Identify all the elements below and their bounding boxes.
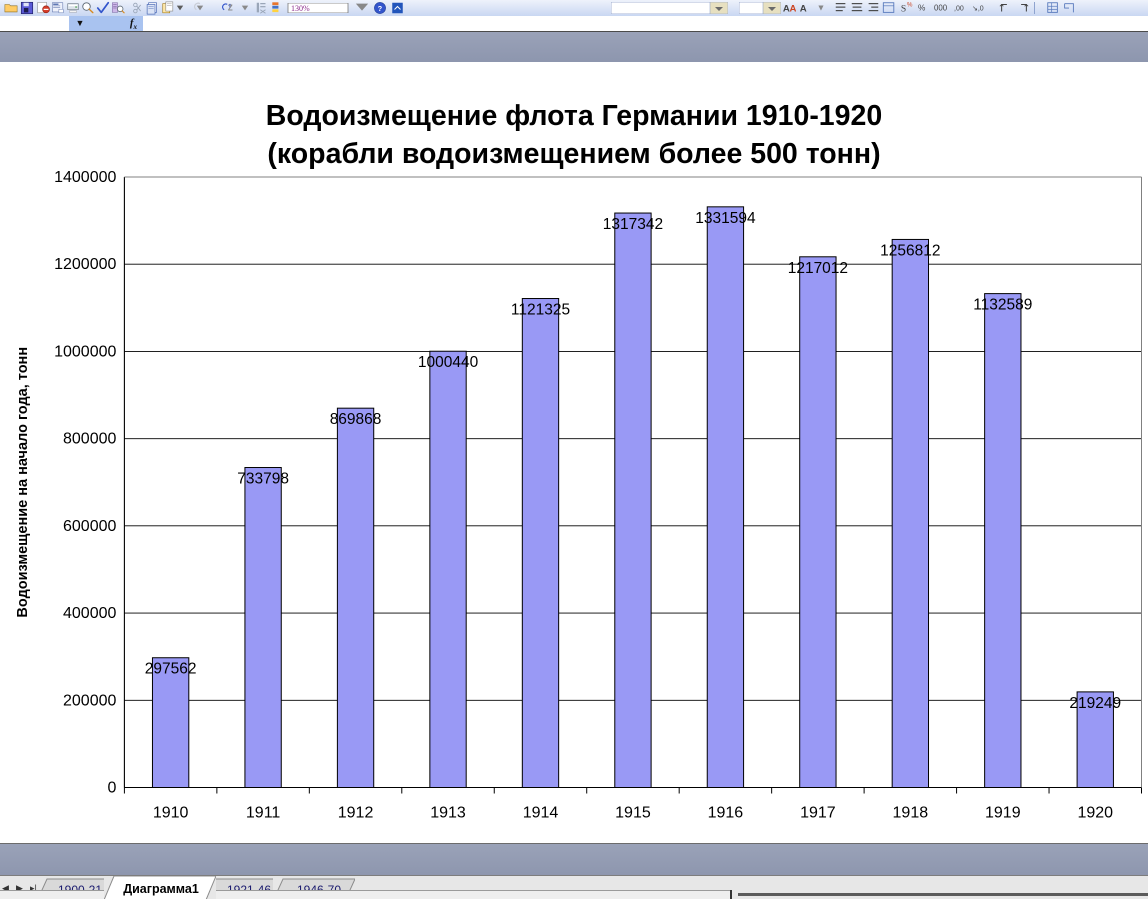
svg-text:800000: 800000 [63,431,116,448]
svg-text:A: A [789,4,796,15]
svg-text:1913: 1913 [430,805,466,822]
svg-text:219249: 219249 [1069,695,1121,712]
svg-text:▼: ▼ [817,3,826,13]
svg-text:,00: ,00 [954,6,964,13]
svg-text:1910: 1910 [153,805,189,822]
svg-text:?: ? [378,4,383,13]
svg-text:1200000: 1200000 [54,256,116,273]
svg-text:Z: Z [228,4,233,13]
svg-text:130%: 130% [291,4,310,13]
svg-text:%: % [918,3,926,13]
svg-text:1000440: 1000440 [418,354,479,371]
svg-text:1317342: 1317342 [603,216,663,233]
svg-text:↘,0: ↘,0 [972,6,984,13]
svg-text:0: 0 [107,780,116,797]
svg-text:1132589: 1132589 [973,297,1032,314]
svg-text:1917: 1917 [800,805,836,822]
svg-text:1331594: 1331594 [695,210,756,227]
svg-text:1918: 1918 [893,805,929,822]
svg-text:000: 000 [934,4,948,13]
svg-text:1919: 1919 [985,805,1021,822]
svg-text:200000: 200000 [63,692,116,709]
svg-text:1912: 1912 [338,805,374,822]
svg-text:869868: 869868 [330,411,382,428]
svg-text:1920: 1920 [1077,805,1113,822]
svg-text:1400000: 1400000 [54,169,116,186]
svg-text:S: S [901,4,906,15]
svg-text:1000000: 1000000 [54,343,116,360]
svg-text:Диаграмма1: Диаграмма1 [123,882,199,896]
svg-text:600000: 600000 [63,518,116,535]
svg-text:1915: 1915 [615,805,651,822]
svg-text:400000: 400000 [63,605,116,622]
svg-text:A: A [800,4,807,15]
svg-text:Водоизмещение на начало года,: Водоизмещение на начало года, тонн [15,347,31,618]
svg-text:1911: 1911 [246,805,281,822]
svg-text:733798: 733798 [237,471,289,488]
svg-text:1217012: 1217012 [788,260,848,277]
svg-text:1121325: 1121325 [511,302,570,319]
svg-text:297562: 297562 [145,661,197,678]
svg-text:1914: 1914 [523,805,559,822]
svg-text:1916: 1916 [708,805,744,822]
svg-text:1256812: 1256812 [880,242,940,259]
svg-text:%: % [907,1,913,8]
